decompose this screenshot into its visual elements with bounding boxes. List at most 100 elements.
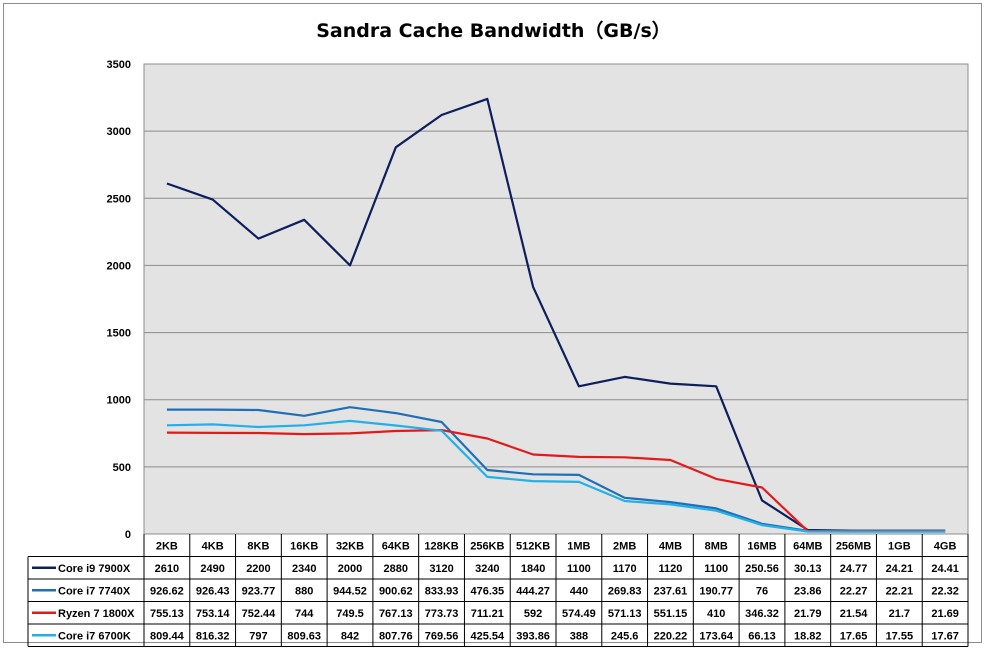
x-tick-label: 512KB <box>516 540 550 552</box>
data-label: 833.93 <box>425 585 459 597</box>
x-tick-label: 2KB <box>156 540 178 552</box>
data-label: 769.56 <box>425 630 459 642</box>
gridlines <box>144 130 968 468</box>
data-label: 753.14 <box>196 608 231 620</box>
data-label: 21.79 <box>794 608 822 620</box>
data-label: 571.13 <box>608 608 642 620</box>
y-tick-label: 3500 <box>107 59 131 71</box>
data-label: 1100 <box>704 563 728 575</box>
x-tick-label: 64MB <box>793 540 822 552</box>
data-table: 2KB 4KB 8KB 16KB 32KB 64KB 128KB 256KB 512KB 1MB 2… <box>27 534 969 647</box>
data-label: 797 <box>249 630 267 642</box>
data-label: 773.73 <box>425 608 459 620</box>
data-label: 2340 <box>292 563 316 575</box>
x-tick-label: 16MB <box>747 540 776 552</box>
data-label: 809.63 <box>287 630 321 642</box>
data-label: 2000 <box>338 563 362 575</box>
data-label: 393.86 <box>516 630 550 642</box>
data-label: 410 <box>707 608 725 620</box>
data-label: 1100 <box>567 563 591 575</box>
y-tick-label: 500 <box>113 462 131 474</box>
data-label: 17.65 <box>840 630 868 642</box>
data-label: 17.67 <box>931 630 959 642</box>
x-tick-label: 32KB <box>336 540 364 552</box>
x-tick-label: 8MB <box>705 540 728 552</box>
x-tick-label: 2MB <box>613 540 636 552</box>
y-tick-label: 2500 <box>107 193 131 205</box>
data-label: 24.21 <box>886 563 914 575</box>
data-label: 900.62 <box>379 585 413 597</box>
data-label: 926.43 <box>196 585 230 597</box>
x-tick-label: 128KB <box>424 540 458 552</box>
data-label: 220.22 <box>654 630 688 642</box>
data-label: 22.27 <box>840 585 868 597</box>
data-label: 880 <box>295 585 313 597</box>
x-tick-label: 256MB <box>836 540 872 552</box>
chart-title: Sandra Cache Bandwidth（GB/s） <box>316 20 671 42</box>
data-label: 842 <box>341 630 359 642</box>
y-tick-label: 1000 <box>107 395 131 407</box>
x-tick-label: 4GB <box>934 540 957 552</box>
data-label: 807.76 <box>379 630 413 642</box>
x-tick-label: 256KB <box>470 540 504 552</box>
data-label: 388 <box>570 630 588 642</box>
data-label: 749.5 <box>336 608 364 620</box>
data-label: 21.54 <box>840 608 868 620</box>
data-label: 22.32 <box>931 585 959 597</box>
data-label: 574.49 <box>562 608 596 620</box>
data-label: 3240 <box>475 563 499 575</box>
data-label: 1840 <box>521 563 545 575</box>
data-label: 269.83 <box>608 585 642 597</box>
data-label: 2490 <box>200 563 224 575</box>
x-tick-label: 1MB <box>567 540 590 552</box>
x-tick-label: 16KB <box>290 540 318 552</box>
data-label: 17.55 <box>886 630 914 642</box>
data-label: 2200 <box>246 563 270 575</box>
data-label: 18.82 <box>794 630 822 642</box>
data-label: 22.21 <box>886 585 914 597</box>
x-tick-label: 1GB <box>888 540 911 552</box>
plot-area <box>143 63 969 535</box>
data-label: 1170 <box>613 563 637 575</box>
data-label: 250.56 <box>745 563 779 575</box>
y-tick-label: 2000 <box>107 260 131 272</box>
data-label: 346.32 <box>745 608 779 620</box>
legend-label: Core i7 6700K <box>58 630 131 642</box>
data-label: 245.6 <box>611 630 639 642</box>
y-axis-ticks: 0 500 1000 1500 2000 2500 3000 3500 <box>107 59 131 541</box>
data-label: 425.54 <box>471 630 506 642</box>
data-label: 755.13 <box>150 608 184 620</box>
data-label: 76 <box>756 585 768 597</box>
data-label: 3120 <box>429 563 453 575</box>
data-label: 926.62 <box>150 585 184 597</box>
data-label: 752.44 <box>242 608 277 620</box>
legend-label: Core i9 7900X <box>58 563 131 575</box>
series-line <box>166 419 946 533</box>
data-label: 476.35 <box>471 585 505 597</box>
data-label: 711.21 <box>471 608 504 620</box>
data-label: 551.15 <box>654 608 688 620</box>
data-label: 1120 <box>659 563 683 575</box>
data-label: 24.77 <box>840 563 868 575</box>
data-label: 2880 <box>384 563 408 575</box>
data-label: 24.41 <box>931 563 959 575</box>
data-label: 923.77 <box>242 585 276 597</box>
data-label: 440 <box>570 585 588 597</box>
data-label: 816.32 <box>196 630 230 642</box>
data-label: 173.64 <box>699 630 734 642</box>
y-tick-label: 3000 <box>107 126 131 138</box>
data-label: 592 <box>524 608 542 620</box>
data-label: 23.86 <box>794 585 822 597</box>
data-label: 21.7 <box>889 608 910 620</box>
legend-label: Ryzen 7 1800X <box>58 608 135 620</box>
y-tick-label: 0 <box>125 529 131 541</box>
data-label: 2610 <box>155 563 179 575</box>
data-label: 944.52 <box>333 585 367 597</box>
series-lines <box>166 97 946 533</box>
data-label: 744 <box>295 608 314 620</box>
data-label: 237.61 <box>654 585 688 597</box>
x-tick-label: 4KB <box>202 540 224 552</box>
y-tick-label: 1500 <box>107 328 131 340</box>
data-label: 66.13 <box>748 630 776 642</box>
